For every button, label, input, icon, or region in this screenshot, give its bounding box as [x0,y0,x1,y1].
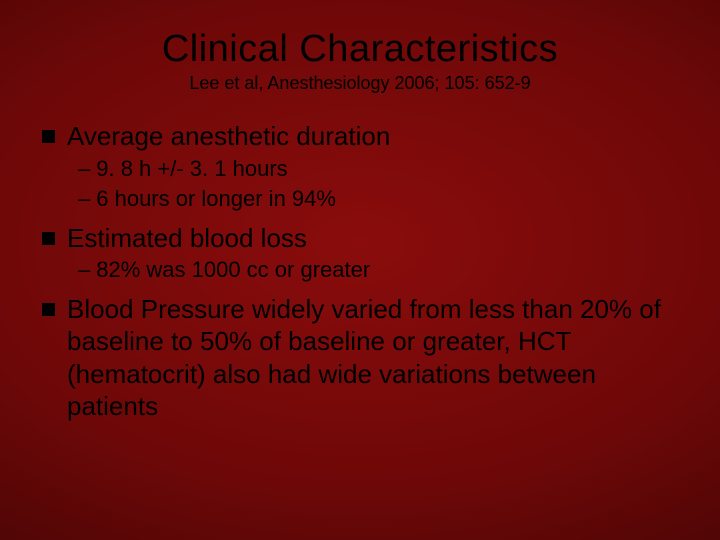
bullet-text: Average anesthetic duration [67,120,390,153]
bullet-text: Estimated blood loss [67,222,307,255]
bullet-text: Blood Pressure widely varied from less t… [67,293,670,423]
dash-bullet-icon: – [78,156,90,181]
square-bullet-icon [42,303,55,316]
slide-content: Average anesthetic duration –9. 8 h +/- … [40,120,680,423]
bullet-level1: Average anesthetic duration [42,120,670,153]
dash-bullet-icon: – [78,257,90,282]
bullet-level2: –9. 8 h +/- 3. 1 hours [78,155,670,184]
square-bullet-icon [42,130,55,143]
subbullet-text: 82% was 1000 cc or greater [96,257,370,282]
subbullet-text: 6 hours or longer in 94% [96,186,336,211]
bullet-level2: –6 hours or longer in 94% [78,185,670,214]
dash-bullet-icon: – [78,186,90,211]
subbullet-text: 9. 8 h +/- 3. 1 hours [96,156,287,181]
bullet-level2: –82% was 1000 cc or greater [78,256,670,285]
slide-title: Clinical Characteristics [40,28,680,71]
slide: Clinical Characteristics Lee et al, Anes… [0,0,720,540]
bullet-level1: Blood Pressure widely varied from less t… [42,293,670,423]
square-bullet-icon [42,232,55,245]
bullet-level1: Estimated blood loss [42,222,670,255]
slide-subtitle: Lee et al, Anesthesiology 2006; 105: 652… [40,73,680,94]
